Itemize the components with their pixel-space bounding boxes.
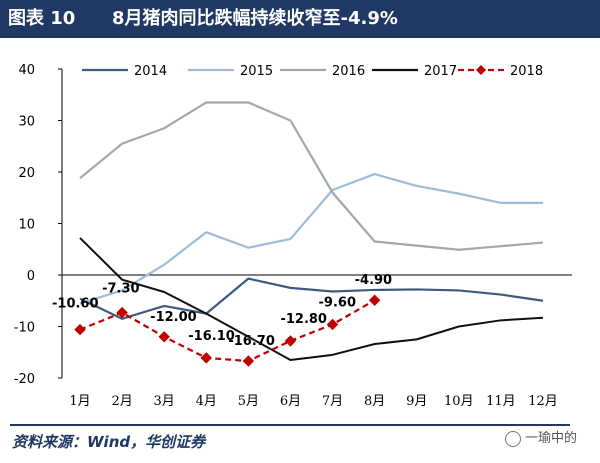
y-tick-label: 10 bbox=[18, 218, 35, 233]
x-tick-label: 5月 bbox=[238, 394, 259, 409]
series-line-2015 bbox=[79, 172, 543, 305]
x-tick-label: 10月 bbox=[444, 394, 474, 409]
x-tick-label: 12月 bbox=[528, 394, 558, 409]
title-bar: 图表 10 8月猪肉同比跌幅持续收窄至-4.9% bbox=[0, 0, 600, 38]
line-chart: -20 -10 0 10 20 30 40 1月 2月 3月 4月 5月 6月 7月 8月 9月 10月 11月 1… bbox=[14, 63, 572, 409]
x-tick-label: 6月 bbox=[280, 394, 301, 409]
data-label: -7.30 bbox=[102, 282, 139, 297]
data-point-2018 bbox=[242, 355, 255, 367]
y-tick-label: 0 bbox=[27, 269, 35, 284]
legend-label-2016: 2016 bbox=[332, 64, 365, 79]
x-tick-label: 7月 bbox=[322, 394, 343, 409]
x-tick-label: 2月 bbox=[111, 394, 132, 409]
data-label: -9.60 bbox=[319, 295, 356, 310]
data-point-2018 bbox=[326, 318, 339, 331]
data-point-2018 bbox=[368, 294, 381, 306]
x-tick-label: 3月 bbox=[154, 394, 175, 409]
y-tick-label: -20 bbox=[14, 372, 35, 387]
x-tick-label: 11月 bbox=[486, 394, 516, 409]
data-label: -4.90 bbox=[355, 273, 392, 288]
legend-marker-2018 bbox=[476, 65, 486, 75]
x-tick-label: 9月 bbox=[406, 394, 427, 409]
series-line-2018 bbox=[79, 299, 376, 363]
figure-label: 图表 10 bbox=[8, 8, 76, 29]
legend-label-2015: 2015 bbox=[240, 64, 273, 79]
data-point-2018 bbox=[200, 352, 212, 364]
legend-label-2014: 2014 bbox=[134, 64, 167, 79]
data-point-2018 bbox=[158, 331, 170, 343]
y-tick-label: 30 bbox=[18, 115, 35, 130]
y-tick-label: 20 bbox=[18, 166, 35, 181]
chart-title: 8月猪肉同比跌幅持续收窄至-4.9% bbox=[112, 8, 398, 29]
wechat-icon bbox=[505, 430, 521, 447]
watermark: 一瑜中的 bbox=[505, 427, 577, 447]
data-label: -16.70 bbox=[228, 334, 275, 349]
x-tick-label: 1月 bbox=[69, 394, 90, 409]
data-point-2018 bbox=[116, 306, 128, 319]
series-line-2016 bbox=[79, 101, 544, 251]
data-label: -12.00 bbox=[150, 310, 197, 325]
y-tick-label: -10 bbox=[14, 321, 35, 336]
divider bbox=[10, 424, 570, 426]
x-tick-label: 8月 bbox=[364, 394, 385, 409]
data-point-2018 bbox=[284, 335, 297, 347]
series-line-2017 bbox=[79, 237, 544, 361]
legend-label-2018: 2018 bbox=[510, 64, 543, 79]
legend-label-2017: 2017 bbox=[424, 64, 457, 79]
y-tick-label: 40 bbox=[18, 63, 35, 78]
data-label: -10.60 bbox=[52, 297, 99, 312]
series-line-2014 bbox=[79, 277, 544, 320]
data-label: -12.80 bbox=[280, 312, 327, 327]
x-tick-label: 4月 bbox=[196, 394, 217, 409]
watermark-text: 一瑜中的 bbox=[525, 431, 578, 446]
source-note: 资料来源：Wind，华创证券 bbox=[12, 433, 206, 451]
data-point-2018 bbox=[74, 323, 86, 336]
data-label: -16.10 bbox=[188, 329, 235, 344]
